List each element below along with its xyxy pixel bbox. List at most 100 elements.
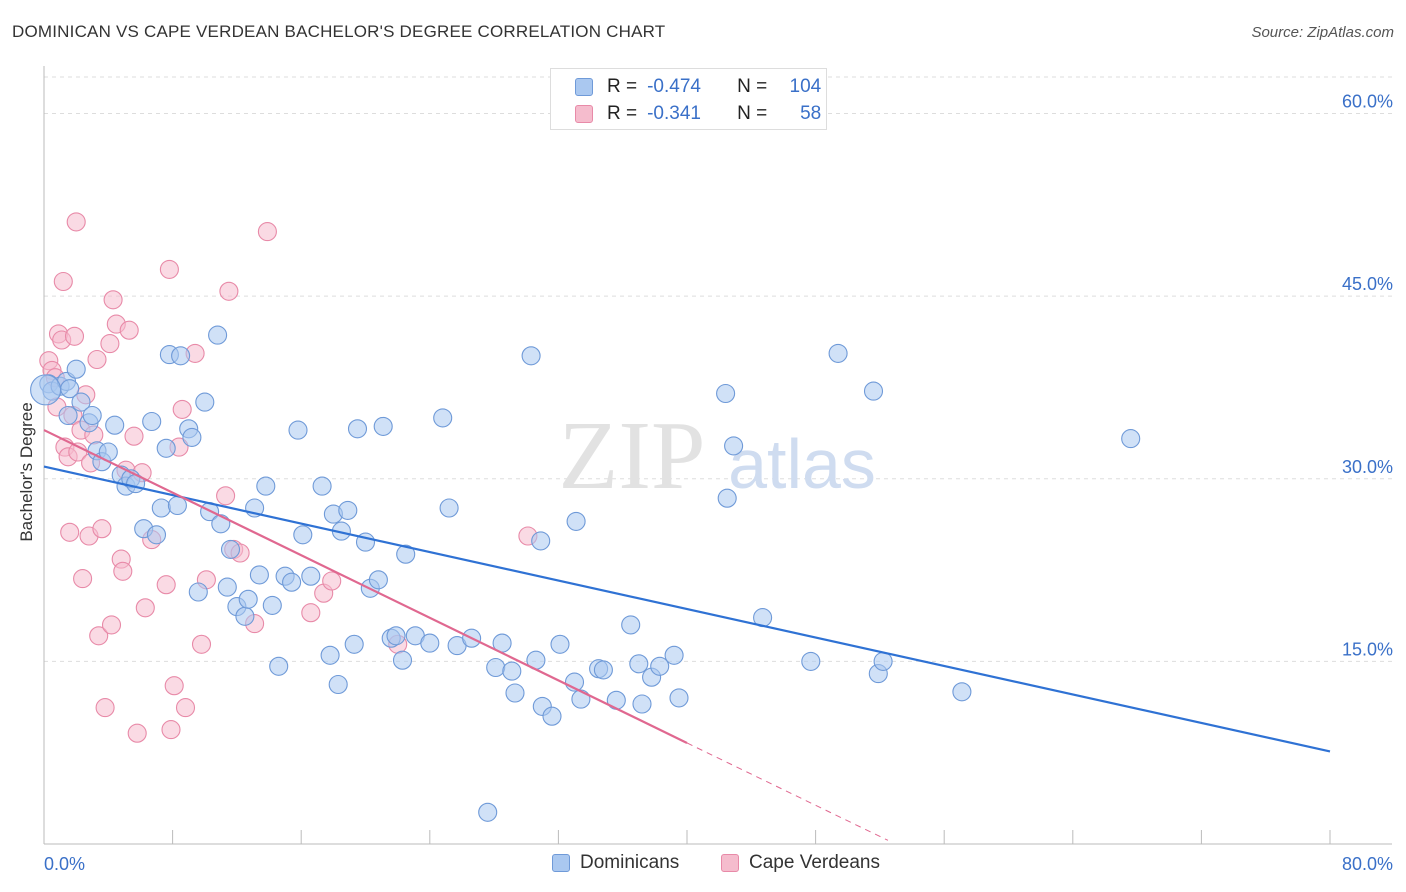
- data-point: [142, 411, 162, 432]
- r-value: -0.474: [647, 76, 701, 97]
- data-point: [420, 633, 440, 653]
- data-point: [566, 511, 586, 531]
- watermark-atlas: atlas: [728, 425, 876, 503]
- dominicans-trend-line: [43, 465, 1331, 753]
- watermark: ZIP atlas: [559, 402, 876, 510]
- data-point: [293, 525, 313, 545]
- data-point: [650, 656, 670, 676]
- data-point: [151, 498, 171, 518]
- data-point: [172, 399, 192, 419]
- chart-source: Source: ZipAtlas.com: [1251, 24, 1394, 41]
- data-point: [952, 682, 972, 702]
- data-point: [146, 525, 167, 545]
- data-point: [208, 325, 228, 345]
- y-tick-label: 30.0%: [1342, 457, 1393, 477]
- series-legend: Dominicans Cape Verdeans: [0, 852, 1406, 876]
- data-point: [82, 405, 102, 426]
- legend-item-dominicans: Dominicans: [552, 852, 679, 874]
- cape-verdeans-trend-extension: [686, 742, 889, 841]
- data-point: [235, 606, 255, 626]
- data-point: [256, 476, 276, 496]
- data-point: [664, 645, 684, 665]
- data-point: [505, 683, 525, 703]
- data-point: [164, 676, 184, 696]
- n-label: N =: [737, 103, 768, 124]
- data-point: [89, 626, 109, 646]
- chart-title: DOMINICAN VS CAPE VERDEAN BACHELOR'S DEG…: [12, 22, 666, 41]
- dominicans-points: [30, 325, 1141, 822]
- data-point: [30, 374, 62, 406]
- data-point: [542, 706, 562, 726]
- axes: [43, 66, 1392, 845]
- data-point: [521, 346, 541, 366]
- data-point: [216, 486, 236, 506]
- data-point: [828, 343, 848, 363]
- data-point: [621, 615, 641, 635]
- x-tick-label: 0.0%: [44, 854, 85, 874]
- data-point: [716, 383, 736, 404]
- data-point: [262, 595, 282, 615]
- correlation-legend: R = -0.474 N = 104 R = -0.341 N = 58: [550, 68, 827, 130]
- legend-label: Cape Verdeans: [749, 852, 880, 873]
- data-point: [135, 598, 155, 618]
- watermark-zip: ZIP: [559, 402, 706, 510]
- data-point: [392, 650, 413, 670]
- data-point: [320, 645, 340, 665]
- data-point: [175, 698, 196, 718]
- dominicans-swatch: [552, 854, 570, 872]
- data-point: [103, 290, 123, 310]
- data-point: [1121, 429, 1141, 449]
- data-point: [669, 688, 689, 708]
- data-point: [105, 415, 125, 435]
- data-point: [217, 577, 237, 597]
- data-point: [863, 381, 884, 401]
- data-point: [386, 626, 406, 646]
- data-point: [60, 522, 80, 542]
- data-point: [195, 392, 215, 412]
- data-point: [100, 334, 120, 354]
- data-point: [632, 694, 652, 714]
- data-point: [156, 575, 176, 595]
- data-point: [101, 615, 122, 635]
- cape-verdeans-points: [39, 212, 538, 743]
- data-point: [717, 488, 737, 508]
- data-point: [368, 570, 388, 590]
- data-point: [478, 802, 498, 822]
- data-point: [182, 427, 202, 447]
- data-point: [58, 405, 78, 426]
- data-point: [127, 723, 147, 743]
- data-point: [502, 661, 522, 681]
- data-point: [119, 320, 139, 340]
- data-point: [171, 346, 191, 366]
- data-point: [433, 408, 453, 428]
- data-point: [73, 569, 93, 589]
- r-label: R =: [607, 103, 638, 124]
- data-point: [373, 416, 393, 436]
- data-point: [113, 561, 133, 581]
- legend-item-cape-verdeans: Cape Verdeans: [721, 852, 880, 874]
- data-point: [87, 349, 107, 370]
- data-point: [312, 476, 332, 496]
- data-point: [486, 657, 506, 678]
- data-point: [220, 539, 241, 559]
- cape-verdeans-swatch: [575, 105, 593, 123]
- r-value: -0.341: [647, 103, 701, 124]
- data-point: [238, 589, 258, 609]
- data-point: [801, 651, 821, 671]
- data-point: [344, 634, 364, 654]
- data-point: [629, 654, 649, 674]
- data-point: [161, 720, 181, 740]
- data-point: [66, 359, 86, 379]
- data-point: [531, 531, 551, 551]
- data-point: [282, 572, 302, 592]
- data-point: [95, 698, 115, 718]
- data-point: [724, 436, 744, 456]
- data-point: [328, 674, 348, 695]
- legend-row-dominicans: R = -0.474 N = 104: [575, 75, 821, 99]
- r-label: R =: [607, 76, 638, 97]
- data-point: [124, 426, 144, 446]
- data-point: [288, 420, 308, 440]
- data-point: [156, 438, 176, 458]
- y-axis-label: Bachelor's Degree: [17, 402, 36, 541]
